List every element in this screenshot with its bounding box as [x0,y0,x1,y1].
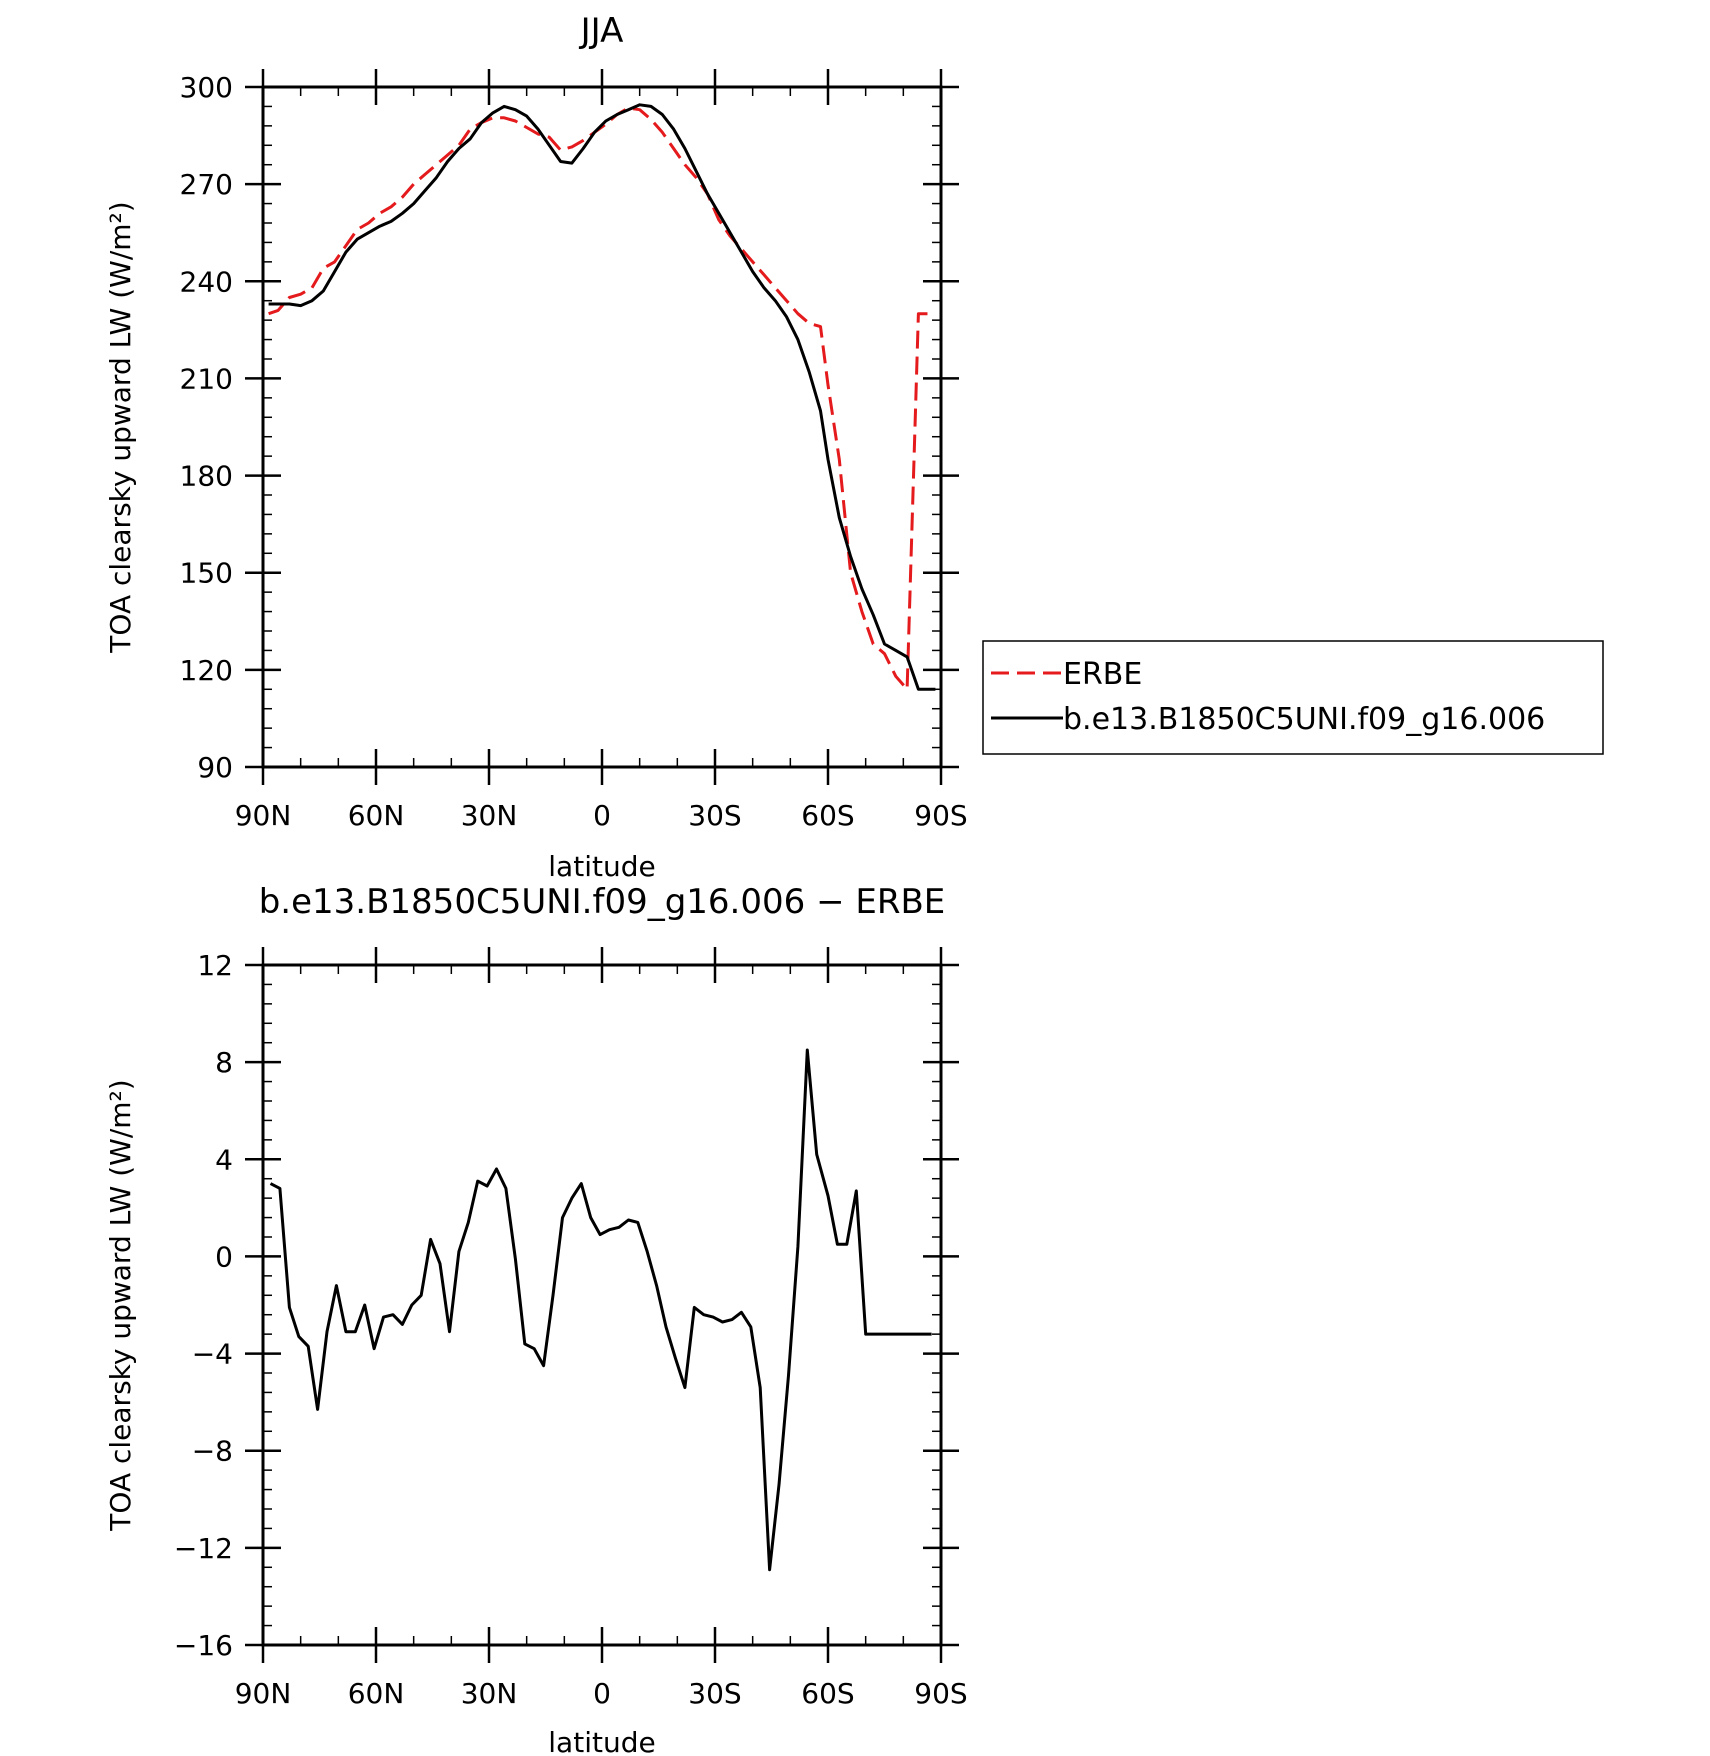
y-tick-label: 12 [197,949,233,982]
y-tick-label: 240 [180,265,233,298]
x-tick-label: 60S [801,799,854,832]
y-tick-label: 0 [215,1240,233,1273]
series-line-erbe [268,106,936,691]
y-tick-label: −16 [174,1629,233,1662]
chart-title: b.e13.B1850C5UNI.f09_g16.006 − ERBE [259,882,946,922]
x-tick-label: 90S [914,799,967,832]
y-tick-label: −4 [192,1338,233,1371]
x-tick-label: 90S [914,1677,967,1710]
chart-title: JJA [579,11,624,51]
legend-box [982,640,1604,755]
x-tick-label: 90N [235,799,292,832]
x-axis-label: latitude [548,850,655,883]
x-tick-label: 30S [688,1677,741,1710]
x-tick-label: 90N [235,1677,292,1710]
y-axis-label: TOA clearsky upward LW (W/m²) [104,1079,137,1531]
x-tick-label: 0 [593,799,611,832]
y-tick-label: 270 [180,168,233,201]
legend-entry-label: b.e13.B1850C5UNI.f09_g16.006 [1063,702,1545,737]
x-tick-label: 60N [348,1677,405,1710]
legend: ERBE b.e13.B1850C5UNI.f09_g16.006 [982,640,1604,755]
x-tick-label: 60N [348,799,405,832]
y-tick-label: 90 [197,751,233,784]
bottom-panel-difference: b.e13.B1850C5UNI.f09_g16.006 − ERBE 12 8 4 0… [104,882,968,1756]
x-tick-label: 0 [593,1677,611,1710]
series-line-b-e13-b1850c5uni-f09-g16-006 [268,103,936,691]
y-tick-label: 210 [180,362,233,395]
y-tick-label: 4 [215,1143,233,1176]
x-axis-label: latitude [548,1726,655,1756]
series-line-difference [269,1048,932,1572]
x-tick-label: 30N [461,799,518,832]
plot-frame [261,963,943,1647]
legend-entry-label: ERBE [1063,657,1142,692]
y-tick-label: −8 [192,1435,233,1468]
y-tick-label: 150 [180,557,233,590]
y-tick-label: 120 [180,654,233,687]
y-tick-label: 180 [180,460,233,493]
x-tick-label: 30N [461,1677,518,1710]
y-tick-label: 8 [215,1046,233,1079]
x-tick-label: 60S [801,1677,854,1710]
y-tick-label: −12 [174,1532,233,1565]
y-tick-label: 300 [180,71,233,104]
plot-frame [261,85,943,769]
x-tick-label: 30S [688,799,741,832]
y-axis-label: TOA clearsky upward LW (W/m²) [104,201,137,653]
